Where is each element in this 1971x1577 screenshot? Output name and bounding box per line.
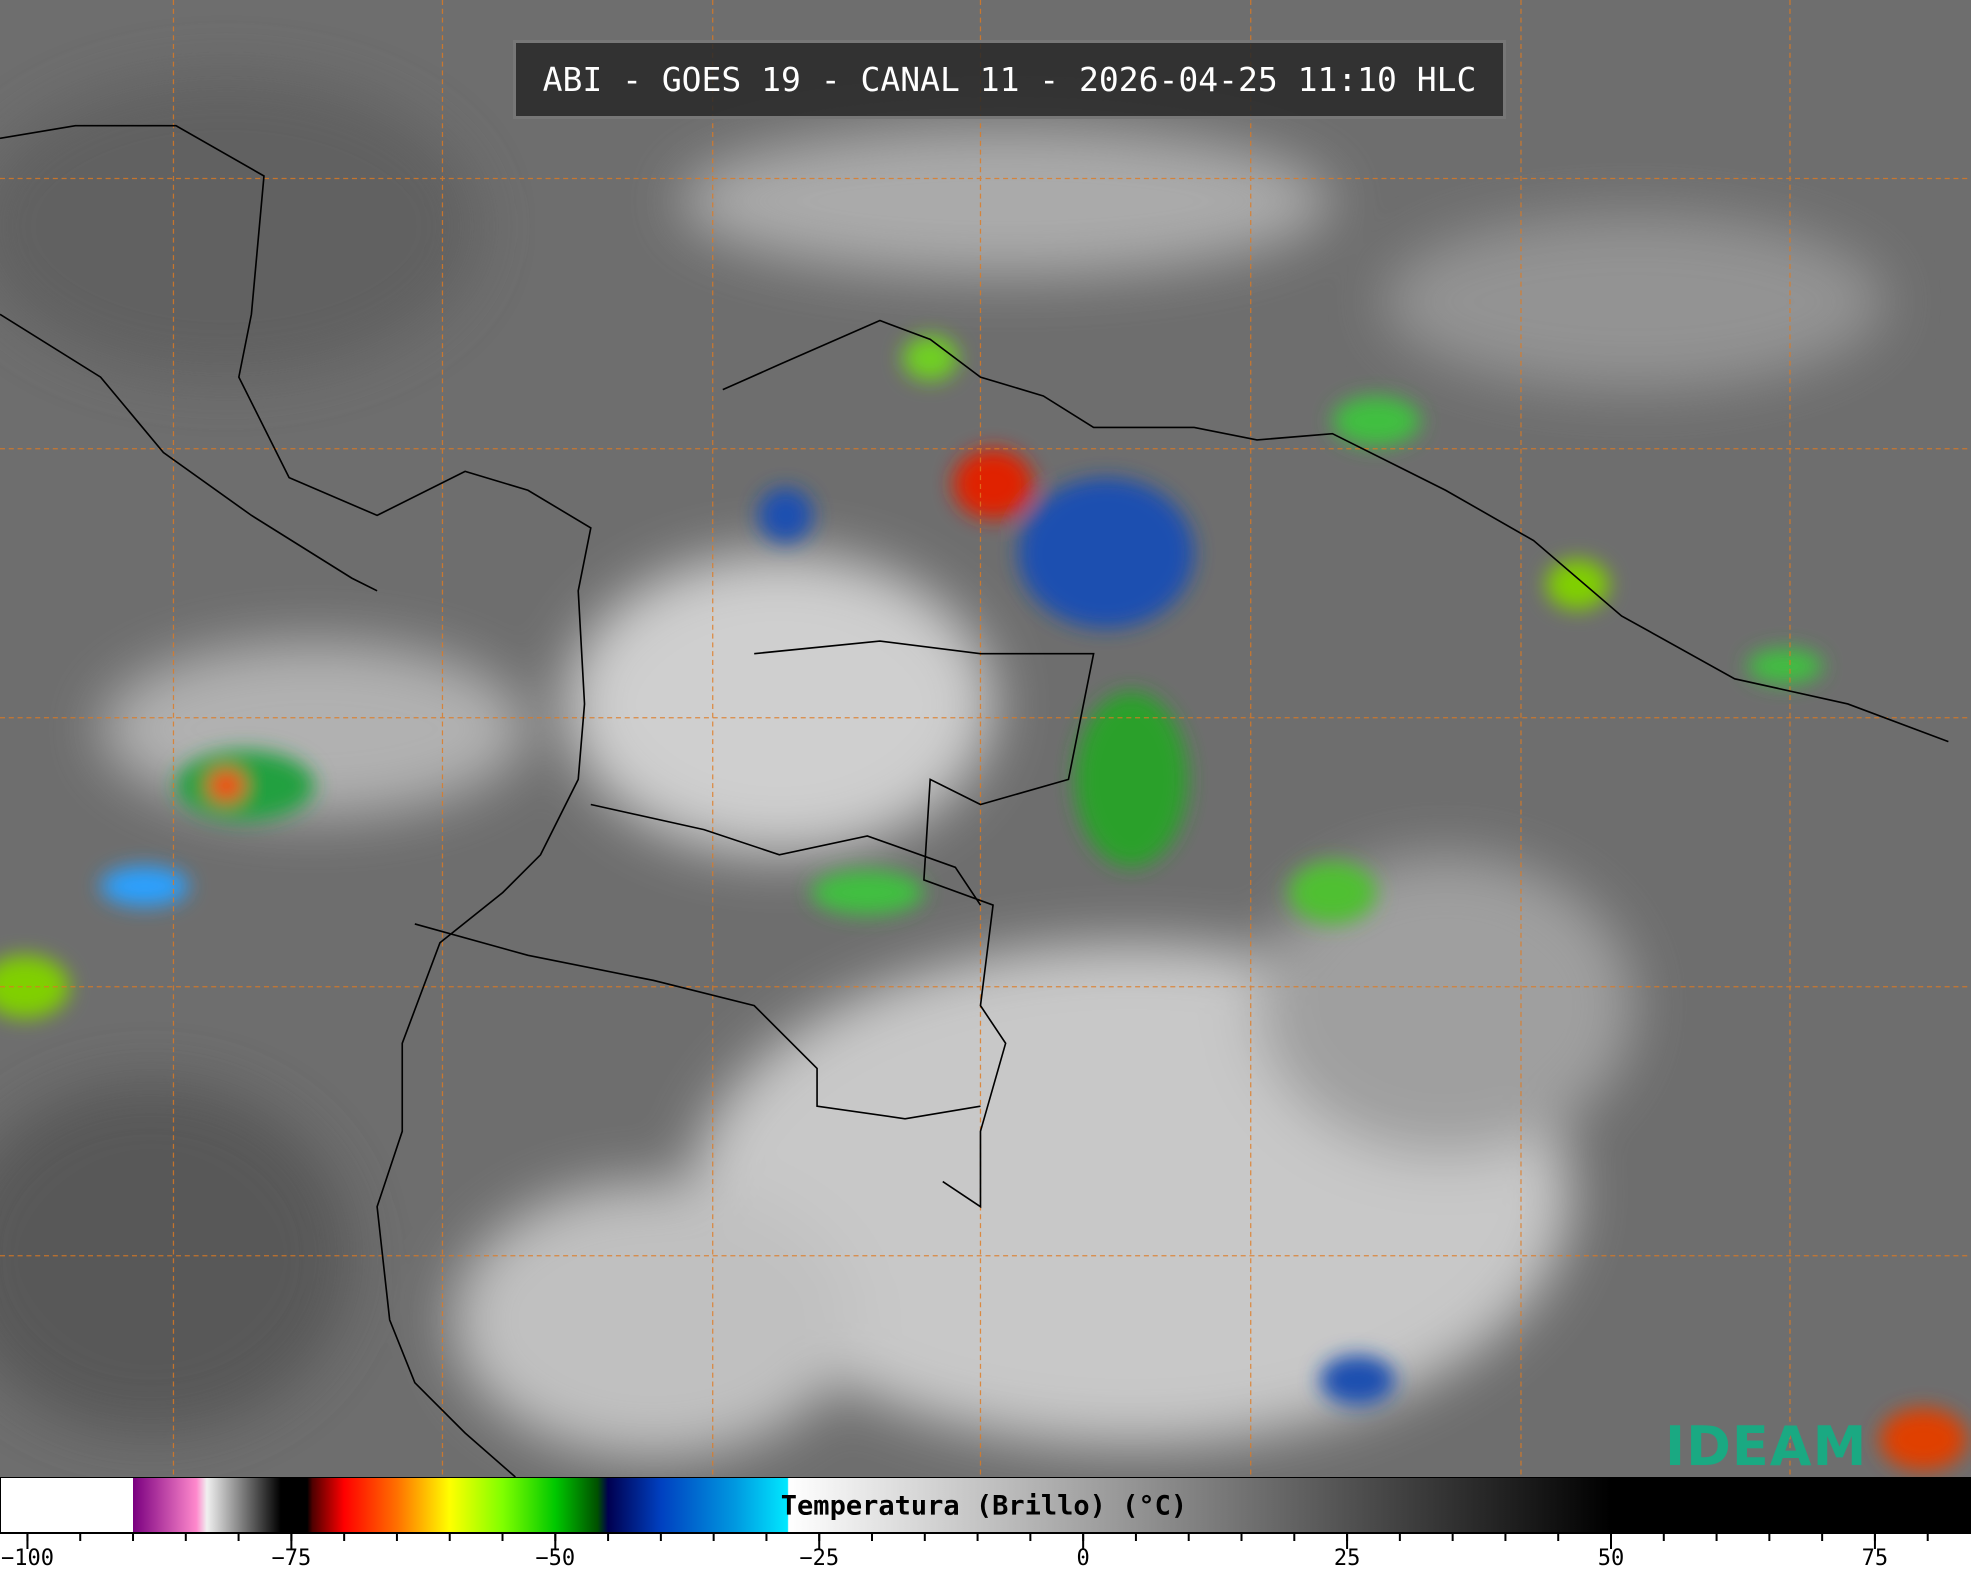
- tick-label: −100: [1, 1546, 54, 1571]
- tick-label: −50: [535, 1546, 575, 1571]
- colorbar-label: Temperatura (Brillo) (°C): [781, 1491, 1187, 1522]
- tick-label: 75: [1862, 1546, 1889, 1571]
- colorbar-bar: [0, 1477, 1971, 1534]
- satellite-image: [0, 0, 1971, 1477]
- tick-label: 50: [1598, 1546, 1625, 1571]
- logo-text: IDEAM: [1665, 1415, 1868, 1478]
- tick-label: 0: [1077, 1546, 1090, 1571]
- tick-label: −75: [271, 1546, 311, 1571]
- tick-label: 25: [1334, 1546, 1361, 1571]
- colorbar: Temperatura (Brillo) (°C) −100 −75 −50 −25 0…: [0, 1477, 1971, 1571]
- tick-label: −25: [799, 1546, 839, 1571]
- image-title: ABI - GOES 19 - CANAL 11 - 2026-04-25 11…: [513, 40, 1506, 119]
